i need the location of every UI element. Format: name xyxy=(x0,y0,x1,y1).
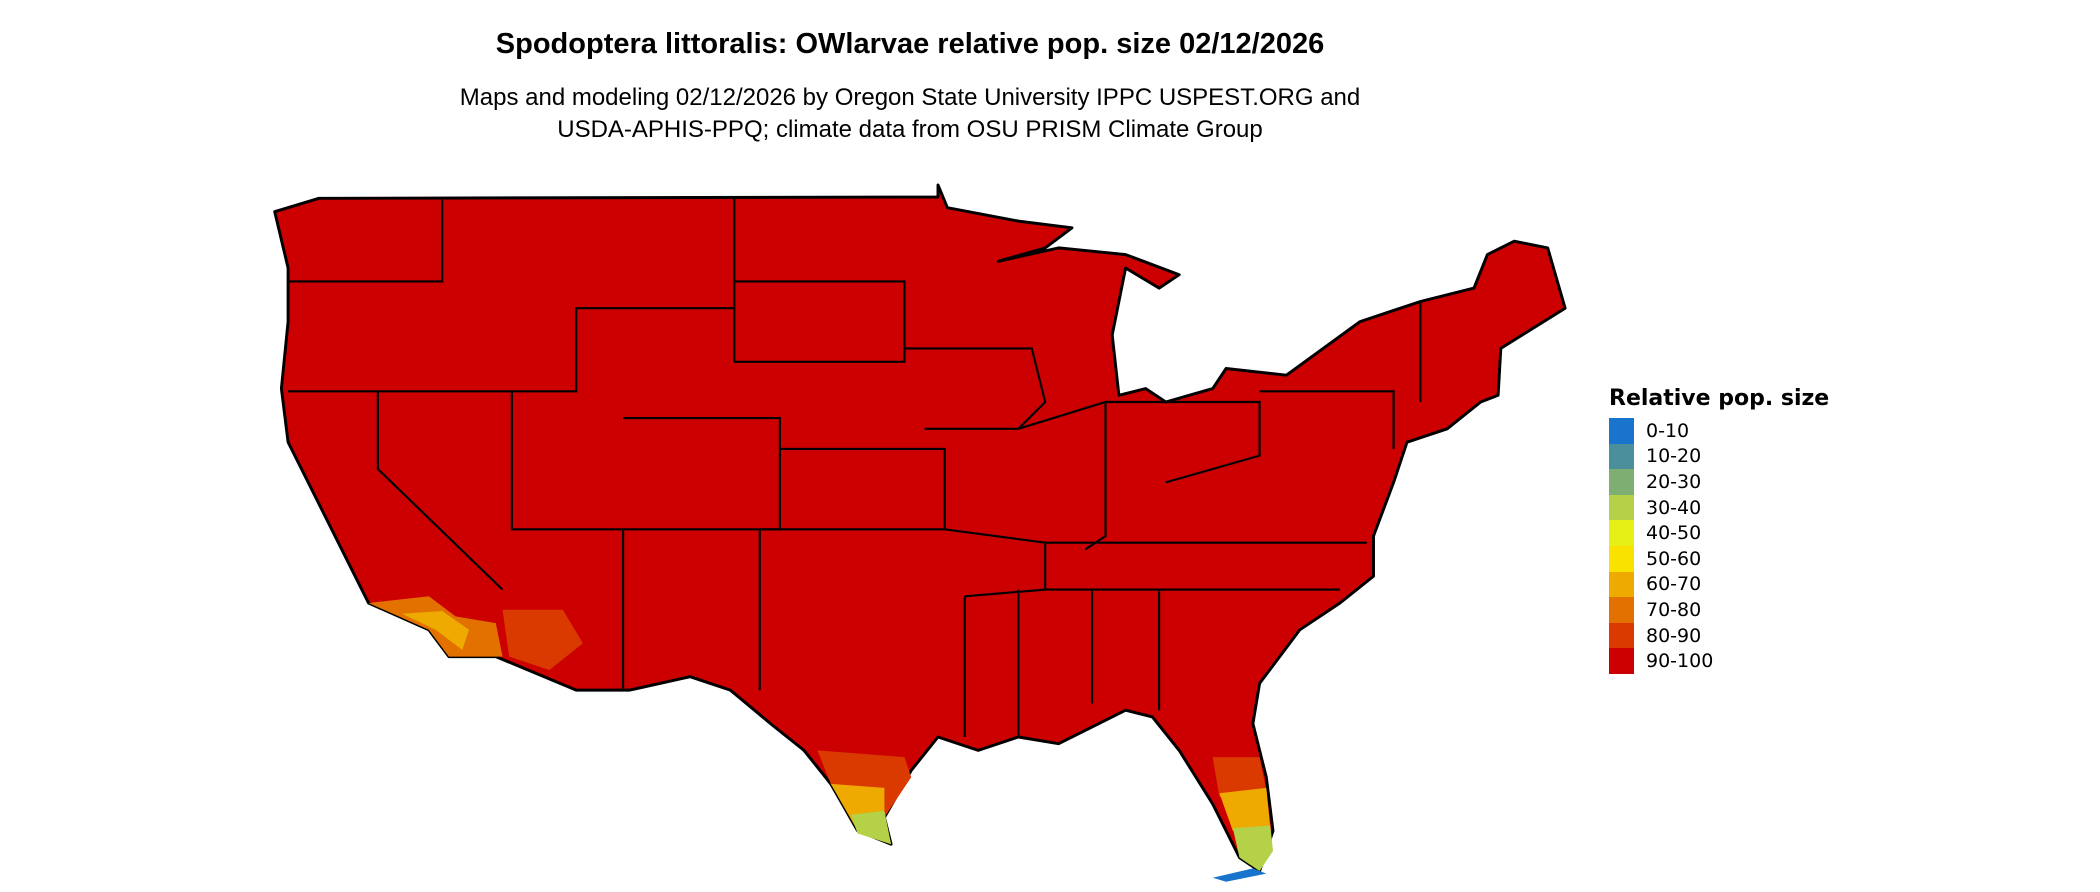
legend-item: 10-20 xyxy=(1609,443,1829,470)
region-arizona-80-90 xyxy=(502,609,583,670)
legend-item: 60-70 xyxy=(1609,571,1829,598)
legend-item: 30-40 xyxy=(1609,494,1829,521)
region-florida-keys-0-10 xyxy=(1212,868,1267,882)
legend-swatch xyxy=(1609,520,1634,546)
legend-label: 50-60 xyxy=(1646,547,1702,570)
legend-swatch xyxy=(1609,494,1634,521)
region-florida-60-70 xyxy=(1219,787,1271,831)
region-florida-30-40 xyxy=(1232,825,1273,871)
legend-label: 40-50 xyxy=(1646,522,1702,545)
legend-item: 80-90 xyxy=(1609,622,1829,649)
legend-label: 90-100 xyxy=(1646,650,1714,673)
legend-swatch xyxy=(1609,622,1634,649)
region-south-texas-80-90 xyxy=(817,750,912,818)
region-florida-80-90 xyxy=(1212,757,1267,798)
legend-label: 30-40 xyxy=(1646,496,1702,519)
legend-item: 50-60 xyxy=(1609,545,1829,572)
legend-item: 70-80 xyxy=(1609,597,1829,623)
state-borders xyxy=(288,196,1422,738)
legend-item: 20-30 xyxy=(1609,469,1829,495)
region-south-texas-30-40 xyxy=(850,810,892,845)
legend-label: 10-20 xyxy=(1646,445,1702,468)
map-title: Spodoptera littoralis: OWlarvae relative… xyxy=(495,28,1325,60)
map-subtitle-line2: USDA-APHIS-PPQ; climate data from OSU PR… xyxy=(557,116,1263,143)
legend-label: 60-70 xyxy=(1646,573,1702,596)
us-outline xyxy=(273,183,1567,873)
legend-item: 90-100 xyxy=(1609,648,1829,674)
legend: Relative pop. size 0-10 10-20 20-30 30-40 40… xyxy=(1609,386,1829,674)
map-subtitle-line1: Maps and modeling 02/12/2026 by Oregon S… xyxy=(459,84,1361,111)
region-southern-california-60-70 xyxy=(402,611,469,650)
legend-swatch xyxy=(1609,545,1634,572)
legend-item: 0-10 xyxy=(1609,418,1829,444)
legend-swatch xyxy=(1609,597,1634,623)
legend-swatch xyxy=(1609,469,1634,495)
legend-swatch xyxy=(1609,648,1634,674)
legend-label: 0-10 xyxy=(1646,419,1690,442)
legend-label: 80-90 xyxy=(1646,624,1702,647)
legend-swatch xyxy=(1609,571,1634,598)
legend-swatch xyxy=(1609,443,1634,470)
legend-swatch xyxy=(1609,418,1634,444)
legend-label: 70-80 xyxy=(1646,598,1702,621)
legend-items: 0-10 10-20 20-30 30-40 40-50 50-60 60-70 70-80 8… xyxy=(1609,418,1829,674)
legend-title: Relative pop. size xyxy=(1609,386,1830,411)
legend-item: 40-50 xyxy=(1609,520,1829,546)
legend-label: 20-30 xyxy=(1646,470,1702,493)
